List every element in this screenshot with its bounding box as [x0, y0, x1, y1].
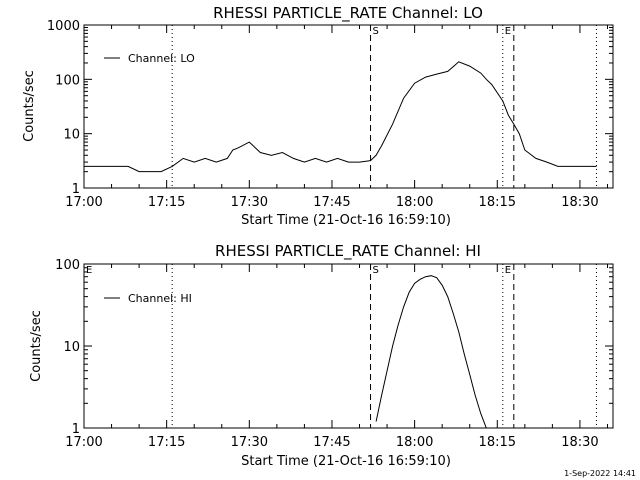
x-tick-label: 17:15	[148, 435, 185, 450]
y-ticks: 1 10 100 1000	[47, 19, 613, 197]
marker-label: E	[505, 26, 511, 37]
y-ticks: 1 10 100	[55, 258, 613, 437]
x-tick-label: 17:45	[313, 435, 350, 450]
y-axis-label: Counts/sec	[22, 70, 37, 142]
marker-label: E	[505, 265, 511, 276]
x-tick-label: 18:00	[396, 195, 433, 210]
x-tick-label: 17:30	[231, 435, 268, 450]
legend-entry: Channel: LO	[128, 52, 195, 65]
chart-title: RHESSI PARTICLE_RATE Channel: LO	[213, 4, 483, 23]
series-line	[84, 61, 597, 173]
y-axis-label: Counts/sec	[29, 310, 44, 382]
legend-box	[96, 46, 226, 72]
y-tick-label: 100	[55, 258, 80, 273]
series-line	[375, 275, 489, 429]
x-tick-label: 17:45	[313, 195, 350, 210]
plot-frame	[83, 24, 614, 189]
chart-panel-hi: RHESSI PARTICLE_RATE Channel: HI Counts/…	[29, 242, 614, 469]
y-tick-label: 1	[72, 182, 80, 197]
chart-panel-lo: RHESSI PARTICLE_RATE Channel: LO Counts/…	[22, 4, 614, 228]
x-axis-label: Start Time (21-Oct-16 16:59:10)	[241, 454, 451, 469]
marker-label: E	[86, 265, 92, 276]
x-ticks: 17:00 17:15 17:30 17:45 18:00 18:15 18:30	[65, 264, 608, 450]
x-tick-label: 18:15	[479, 195, 516, 210]
x-tick-label: 17:00	[65, 435, 102, 450]
y-tick-label: 10	[63, 340, 80, 355]
x-tick-label: 17:30	[231, 195, 268, 210]
x-tick-label: 17:00	[65, 195, 102, 210]
y-tick-label: 1	[72, 422, 80, 437]
x-ticks: 17:00 17:15 17:30 17:45 18:00 18:15 18:30	[65, 25, 608, 210]
y-tick-label: 1000	[47, 19, 80, 34]
x-tick-label: 18:30	[561, 195, 598, 210]
x-tick-label: 18:00	[396, 435, 433, 450]
y-tick-label: 10	[63, 128, 80, 143]
marker-label: S	[373, 265, 379, 276]
series	[375, 275, 489, 429]
marker-label: S	[373, 26, 379, 37]
x-tick-label: 18:30	[561, 435, 598, 450]
legend-box	[96, 286, 226, 312]
series	[84, 61, 597, 173]
date-stamp: 1-Sep-2022 14:41	[564, 469, 636, 478]
y-tick-label: 100	[55, 73, 80, 88]
legend-entry: Channel: HI	[128, 292, 192, 305]
chart-title: RHESSI PARTICLE_RATE Channel: HI	[215, 242, 481, 261]
x-tick-label: 18:15	[479, 435, 516, 450]
x-axis-label: Start Time (21-Oct-16 16:59:10)	[241, 213, 451, 228]
x-tick-label: 17:15	[148, 195, 185, 210]
